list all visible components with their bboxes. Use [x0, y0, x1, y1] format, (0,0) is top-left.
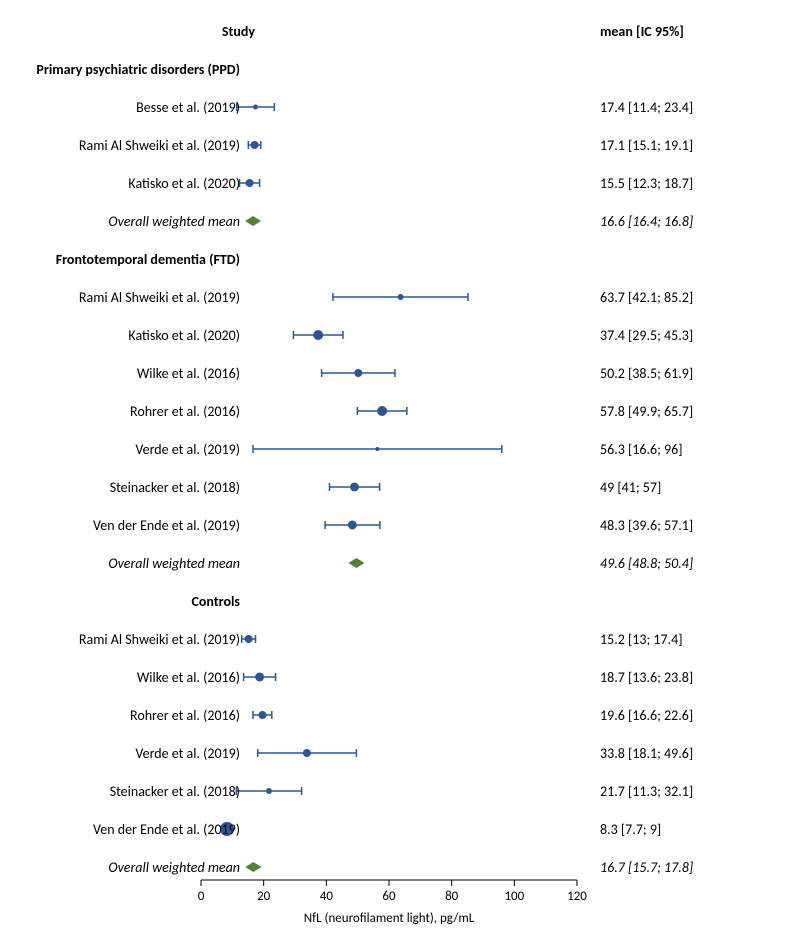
- study-value: 15.2 [13; 17.4]: [600, 631, 780, 648]
- section-label: Controls: [0, 593, 240, 610]
- study-label: Rami Al Shweiki et al. (2019): [0, 631, 240, 648]
- study-value: 56.3 [16.6; 96]: [600, 441, 780, 458]
- forest-plot: 0 20 40 60 80 100 120 NfL (neurofilament light)…: [0, 0, 795, 946]
- study-label: Verde et al. (2019): [0, 441, 240, 458]
- summary-value: 16.7 [15.7; 17.8]: [600, 859, 780, 876]
- study-value: 63.7 [42.1; 85.2]: [600, 289, 780, 306]
- x-axis-label: NfL (neurofilament light), pg/mL: [304, 911, 475, 926]
- study-value: 50.2 [38.5; 61.9]: [600, 365, 780, 382]
- study-value: 37.4 [29.5; 45.3]: [600, 327, 780, 344]
- study-row: Besse et al. (2019) 17.4 [11.4; 23.4]: [0, 96, 795, 118]
- summary-row: Overall weighted mean 16.6 [16.4; 16.8]: [0, 210, 795, 232]
- x-tick-label: 80: [445, 889, 459, 904]
- study-row: Ven der Ende et al. (2019) 48.3 [39.6; 57…: [0, 514, 795, 536]
- study-value: 8.3 [7.7; 9]: [600, 821, 780, 838]
- study-label: Katisko et al. (2020): [0, 327, 240, 344]
- section-header: Primary psychiatric disorders (PPD): [0, 58, 795, 80]
- study-label: Ven der Ende et al. (2019): [0, 821, 240, 838]
- section-header: Controls: [0, 590, 795, 612]
- study-label: Wilke et al. (2016): [0, 669, 240, 686]
- x-axis: 0 20 40 60 80 100 120 NfL (neurofilament light)…: [198, 880, 588, 926]
- summary-value: 49.6 [48.8; 50.4]: [600, 555, 780, 572]
- study-row: Wilke et al. (2016) 18.7 [13.6; 23.8]: [0, 666, 795, 688]
- column-header-study: Study: [15, 23, 255, 40]
- study-label: Rami Al Shweiki et al. (2019): [0, 289, 240, 306]
- study-label: Verde et al. (2019): [0, 745, 240, 762]
- study-row: Rami Al Shweiki et al. (2019) 17.1 [15.1;…: [0, 134, 795, 156]
- section-label: Frontotemporal dementia (FTD): [0, 251, 240, 268]
- summary-label: Overall weighted mean: [0, 555, 240, 572]
- study-row: Katisko et al. (2020) 15.5 [12.3; 18.7]: [0, 172, 795, 194]
- study-label: Katisko et al. (2020): [0, 175, 240, 192]
- study-label: Steinacker et al. (2018): [0, 479, 240, 496]
- study-row: Ven der Ende et al. (2019) 8.3 [7.7; 9]: [0, 818, 795, 840]
- study-row: Rami Al Shweiki et al. (2019) 15.2 [13; 1…: [0, 628, 795, 650]
- study-label: Rohrer et al. (2016): [0, 403, 240, 420]
- study-label: Besse et al. (2019): [0, 99, 240, 116]
- x-tick-label: 0: [198, 889, 205, 904]
- study-row: Steinacker et al. (2018) 49 [41; 57]: [0, 476, 795, 498]
- section-label: Primary psychiatric disorders (PPD): [0, 61, 240, 78]
- x-tick-label: 60: [382, 889, 396, 904]
- study-label: Wilke et al. (2016): [0, 365, 240, 382]
- x-tick-label: 20: [257, 889, 271, 904]
- header-row: Study mean [IC 95%]: [0, 20, 795, 42]
- study-value: 57.8 [49.9; 65.7]: [600, 403, 780, 420]
- summary-row: Overall weighted mean 49.6 [48.8; 50.4]: [0, 552, 795, 574]
- study-label: Steinacker et al. (2018): [0, 783, 240, 800]
- summary-value: 16.6 [16.4; 16.8]: [600, 213, 780, 230]
- study-value: 17.4 [11.4; 23.4]: [600, 99, 780, 116]
- summary-label: Overall weighted mean: [0, 859, 240, 876]
- x-tick-label: 120: [567, 889, 587, 904]
- study-label: Rohrer et al. (2016): [0, 707, 240, 724]
- study-value: 49 [41; 57]: [600, 479, 780, 496]
- study-value: 21.7 [11.3; 32.1]: [600, 783, 780, 800]
- study-value: 18.7 [13.6; 23.8]: [600, 669, 780, 686]
- study-row: Verde et al. (2019) 33.8 [18.1; 49.6]: [0, 742, 795, 764]
- study-row: Rami Al Shweiki et al. (2019) 63.7 [42.1;…: [0, 286, 795, 308]
- summary-label: Overall weighted mean: [0, 213, 240, 230]
- study-row: Wilke et al. (2016) 50.2 [38.5; 61.9]: [0, 362, 795, 384]
- x-tick-label: 40: [320, 889, 334, 904]
- x-tick-label: 100: [504, 889, 524, 904]
- study-value: 33.8 [18.1; 49.6]: [600, 745, 780, 762]
- section-header: Frontotemporal dementia (FTD): [0, 248, 795, 270]
- study-row: Rohrer et al. (2016) 19.6 [16.6; 22.6]: [0, 704, 795, 726]
- column-header-mean-ci: mean [IC 95%]: [600, 23, 780, 40]
- study-row: Verde et al. (2019) 56.3 [16.6; 96]: [0, 438, 795, 460]
- study-value: 15.5 [12.3; 18.7]: [600, 175, 780, 192]
- study-value: 17.1 [15.1; 19.1]: [600, 137, 780, 154]
- study-value: 19.6 [16.6; 22.6]: [600, 707, 780, 724]
- study-row: Steinacker et al. (2018) 21.7 [11.3; 32.1…: [0, 780, 795, 802]
- study-label: Rami Al Shweiki et al. (2019): [0, 137, 240, 154]
- study-value: 48.3 [39.6; 57.1]: [600, 517, 780, 534]
- summary-row: Overall weighted mean 16.7 [15.7; 17.8]: [0, 856, 795, 878]
- study-label: Ven der Ende et al. (2019): [0, 517, 240, 534]
- study-row: Katisko et al. (2020) 37.4 [29.5; 45.3]: [0, 324, 795, 346]
- study-row: Rohrer et al. (2016) 57.8 [49.9; 65.7]: [0, 400, 795, 422]
